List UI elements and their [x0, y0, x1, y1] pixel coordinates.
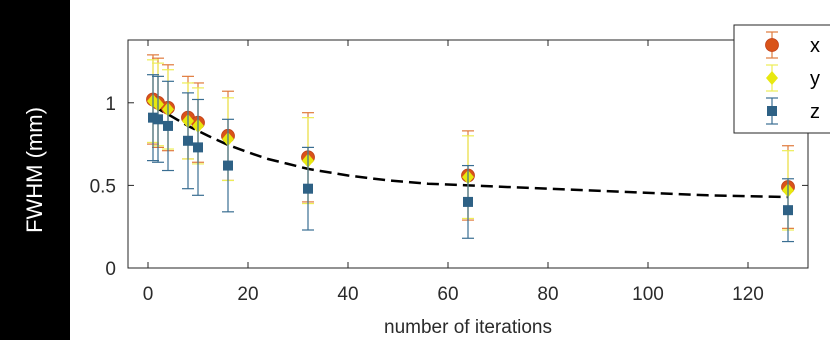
plot-frame: [127, 39, 809, 269]
x-axis-title: number of iterations: [384, 317, 552, 338]
ylabel-panel: FWHM (mm): [0, 0, 70, 340]
legend-label-x: x: [810, 35, 820, 57]
data-point-z: [783, 205, 793, 216]
x-tick-label: 0: [143, 284, 154, 305]
data-point-z: [153, 114, 163, 125]
y-tick-label: 0.5: [90, 176, 116, 197]
legend-box: [733, 24, 830, 134]
data-point-z: [303, 183, 313, 194]
legend-marker-y: [766, 71, 778, 85]
x-tick-label: 80: [537, 284, 558, 305]
series-layer: [146, 54, 795, 243]
legend-marker-x: [765, 38, 779, 52]
fit-curve-layer: [152, 105, 789, 199]
fit-curve: [152, 105, 789, 199]
data-point-z: [223, 160, 233, 171]
data-point-z: [463, 196, 473, 207]
legend: xyz: [733, 24, 830, 134]
x-tick-label: 60: [437, 284, 458, 305]
series-z: [147, 74, 794, 243]
legend-label-z: z: [810, 101, 820, 123]
data-point-z: [193, 142, 203, 153]
y-tick-label: 0: [105, 259, 116, 280]
data-point-z: [163, 120, 173, 131]
legend-marker-z: [767, 106, 777, 116]
x-tick-label: 120: [732, 284, 764, 305]
y-tick-label: 1: [105, 94, 116, 115]
legend-label-y: y: [810, 68, 820, 90]
axis-ticks: 0 20 40 60 80 100 120 0 0.5 1: [90, 40, 808, 305]
x-tick-label: 20: [237, 284, 258, 305]
x-tick-label: 40: [337, 284, 358, 305]
data-point-z: [183, 135, 193, 146]
y-axis-title: FWHM (mm): [22, 107, 47, 233]
scatter-plot: 0 20 40 60 80 100 120 0 0.5 1 xyz number of itera…: [90, 24, 830, 338]
axes: [127, 39, 809, 269]
x-tick-label: 100: [632, 284, 664, 305]
